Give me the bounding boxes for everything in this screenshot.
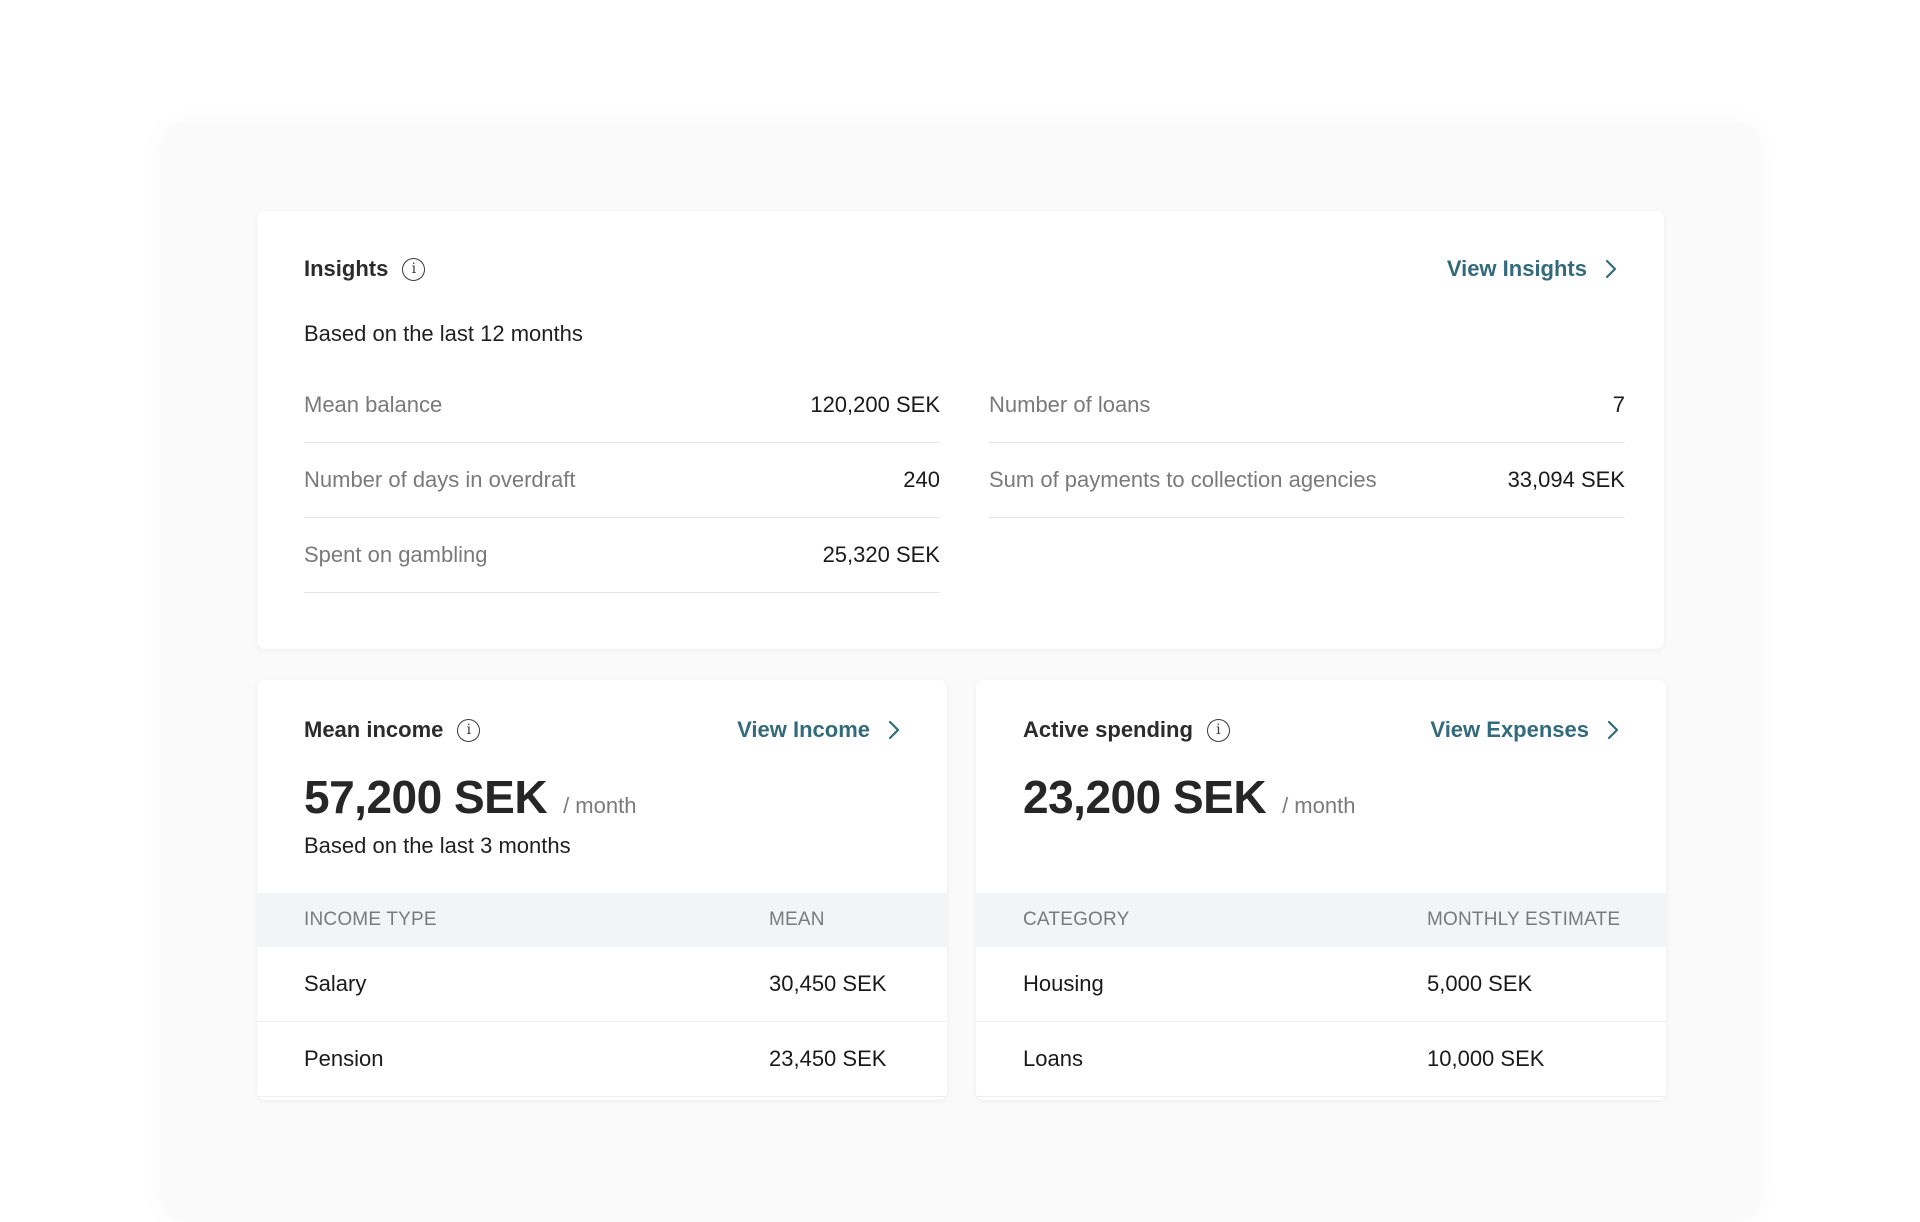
insight-label: Number of loans [989,392,1151,417]
spending-period: / month [1282,793,1356,818]
column-header-income-type: INCOME TYPE [304,909,437,930]
insight-row-number-of-loans: Number of loans 7 [989,368,1625,443]
income-type-cell: Salary [304,971,367,996]
income-card: Mean income i View Income 57,200 SEK / m… [257,680,947,1100]
chevron-right-icon [888,720,900,740]
view-income-link[interactable]: View Income [737,717,900,743]
income-subtitle: Based on the last 3 months [304,833,571,858]
view-income-label: View Income [737,717,870,742]
insight-value: 7 [1612,392,1625,417]
income-mean-cell: 23,450 SEK [769,1046,887,1071]
column-header-mean: MEAN [769,909,825,930]
income-period: / month [563,793,637,818]
category-cell: Loans [1023,1046,1083,1071]
insights-title: Insights [304,256,389,281]
insight-label: Number of days in overdraft [304,467,576,492]
spending-table-header: CATEGORY MONTHLY ESTIMATE [976,893,1666,947]
income-title-group: Mean income i [304,717,481,743]
insight-value: 33,094 SEK [1507,467,1625,492]
column-header-category: CATEGORY [1023,909,1130,930]
chevron-right-icon [1605,259,1617,279]
insight-label: Spent on gambling [304,542,488,567]
income-amount: 57,200 SEK / month [304,770,636,824]
view-insights-link[interactable]: View Insights [1447,256,1617,282]
insights-card: Insights i View Insights Based on the la… [257,211,1664,649]
income-title: Mean income [304,717,444,742]
spending-card: Active spending i View Expenses 23,200 S… [976,680,1666,1100]
info-icon[interactable]: i [457,718,481,742]
estimate-cell: 10,000 SEK [1427,1046,1545,1071]
spending-title-group: Active spending i [1023,717,1230,743]
insights-title-group: Insights i [304,256,426,282]
insight-label: Sum of payments to collection agencies [989,467,1377,492]
insight-row-mean-balance: Mean balance 120,200 SEK [304,368,940,443]
income-mean-cell: 30,450 SEK [769,971,887,996]
insight-row-overdraft-days: Number of days in overdraft 240 [304,443,940,518]
table-row: Salary 30,450 SEK [257,947,947,1022]
spending-amount-value: 23,200 SEK [1023,771,1267,823]
view-expenses-label: View Expenses [1430,717,1589,742]
insight-value: 120,200 SEK [810,392,940,417]
view-insights-label: View Insights [1446,256,1587,281]
table-row: Loans 10,000 SEK [976,1022,1666,1097]
insight-row-collection-payments: Sum of payments to collection agencies 3… [989,443,1625,518]
income-table-header: INCOME TYPE MEAN [257,893,947,947]
info-icon[interactable]: i [1206,718,1230,742]
insights-right-column: Number of loans 7 Sum of payments to col… [989,368,1625,518]
table-row: Housing 5,000 SEK [976,947,1666,1022]
income-amount-value: 57,200 SEK [304,771,548,823]
view-expenses-link[interactable]: View Expenses [1430,717,1619,743]
chevron-right-icon [1607,720,1619,740]
insights-subtitle: Based on the last 12 months [304,321,583,346]
insight-label: Mean balance [304,392,443,417]
spending-header: Active spending i View Expenses [1023,717,1619,743]
category-cell: Housing [1023,971,1104,996]
insights-header: Insights i View Insights [304,256,1617,282]
estimate-cell: 5,000 SEK [1427,971,1533,996]
table-row: Pension 23,450 SEK [257,1022,947,1097]
insight-value: 240 [903,467,940,492]
column-header-monthly-estimate: MONTHLY ESTIMATE [1427,909,1621,930]
income-header: Mean income i View Income [304,717,900,743]
spending-amount: 23,200 SEK / month [1023,770,1355,824]
income-type-cell: Pension [304,1046,384,1071]
insight-row-gambling: Spent on gambling 25,320 SEK [304,518,940,593]
spending-title: Active spending [1023,717,1193,742]
info-icon[interactable]: i [402,257,426,281]
insight-value: 25,320 SEK [822,542,940,567]
insights-left-column: Mean balance 120,200 SEK Number of days … [304,368,940,593]
